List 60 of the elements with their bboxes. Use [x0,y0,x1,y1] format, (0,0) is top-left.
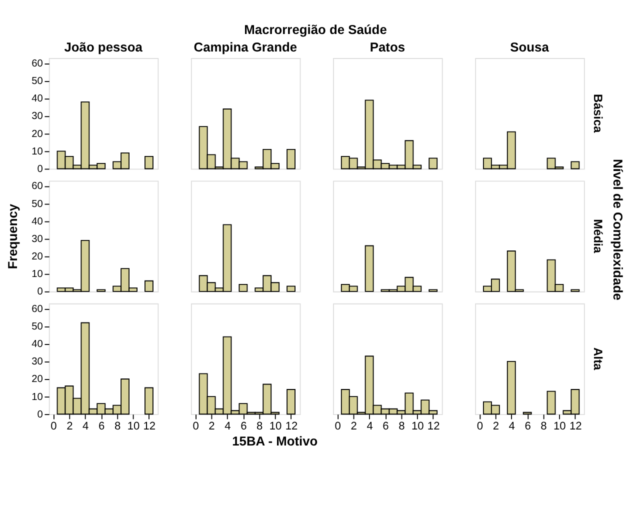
x-tick-label: 4 [82,420,89,432]
chart-title: Campina Grande [194,40,298,55]
y-tick-label: 30 [32,356,44,368]
x-tick-label: 6 [382,420,389,432]
x-tick-label: 6 [240,420,247,432]
y-tick-label: 30 [32,234,44,245]
x-tick-label: 10 [127,420,140,432]
y-tick-label: 20 [32,252,44,263]
y-tick-label: 0 [37,286,44,298]
text: 15BA - Motivo [232,433,318,448]
y-tick-label: 50 [32,198,44,210]
chart-title: Patos [370,40,406,55]
x-tick-label: 10 [411,420,424,432]
x-tick-label: 4 [366,420,373,432]
y-tick-label: 60 [32,58,44,70]
chart-title: João pessoa [64,39,144,54]
y-tick-label: 50 [32,321,44,332]
y2-axis-title: Média [591,219,606,254]
x-tick-label: 12 [143,420,156,432]
x-tick-label: 2 [492,420,499,432]
x-tick-label: 12 [427,420,440,432]
x-tick-label: 4 [508,420,515,432]
y-tick-label: 40 [32,94,44,105]
y-tick-label: 60 [32,304,44,315]
y-tick-label: 0 [37,409,44,420]
x-tick-label: 0 [192,420,199,432]
x-tick-label: 4 [224,420,231,432]
x-tick-label: 8 [256,420,263,432]
x-tick-label: 2 [66,420,73,432]
y-tick-label: 50 [32,76,44,88]
x-tick-label: 10 [554,420,566,432]
y-tick-label: 10 [32,392,44,403]
y-tick-label: 10 [32,269,44,280]
y-tick-label: 40 [32,216,44,228]
y2-axis-title: Alta [591,347,606,370]
y-tick-label: 10 [32,146,44,158]
x-tick-label: 0 [334,420,341,432]
y-tick-label: 0 [37,164,44,175]
chart-title: Sousa [510,40,550,55]
x-tick-label: 10 [269,420,282,432]
x-tick-label: 6 [524,420,531,432]
x-tick-label: 2 [208,420,215,432]
x-tick-label: 6 [98,420,105,432]
x-tick-label: 0 [476,420,484,432]
x-tick-label: 12 [285,420,298,432]
y-tick-label: 40 [32,339,44,350]
y-tick-label: 20 [32,128,44,140]
x-tick-label: 8 [114,420,121,432]
x-tick-label: 8 [540,420,547,432]
x-tick-label: 0 [50,420,57,432]
x-tick-label: 2 [350,420,357,432]
y-axis-title: Frequency [5,203,20,270]
text: Nível de Complexidade [610,158,626,300]
y2-axis-title: Básica [591,94,606,134]
x-tick-label: 8 [398,420,405,432]
y-tick-label: 20 [32,374,44,386]
y-tick-label: 60 [32,181,44,192]
y-tick-label: 30 [32,111,44,122]
x-tick-label: 12 [569,420,582,432]
text: Macrorregião de Saúde [244,22,387,38]
